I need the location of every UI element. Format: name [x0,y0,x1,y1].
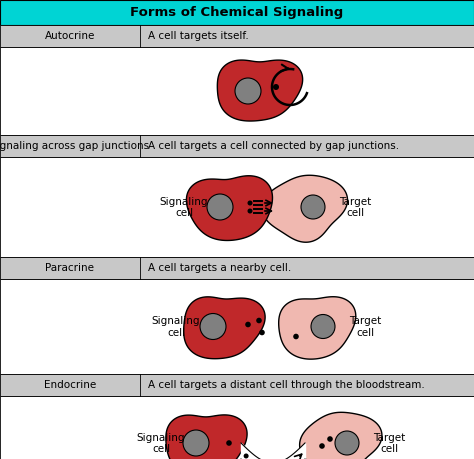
Text: Autocrine: Autocrine [45,31,95,41]
Polygon shape [300,412,382,459]
Text: Target: Target [373,433,405,443]
Circle shape [311,314,335,338]
Circle shape [207,194,233,220]
Circle shape [319,443,325,449]
Circle shape [226,440,232,446]
Circle shape [200,313,226,340]
Text: cell: cell [380,444,398,454]
Circle shape [301,195,325,219]
Bar [0,257,474,279]
Circle shape [335,431,359,455]
Bar [0,0,474,25]
Bar [0,135,474,157]
Text: Target: Target [339,197,371,207]
Circle shape [256,318,262,323]
Text: Target: Target [349,317,381,326]
Bar [0,157,474,257]
Bar [0,279,474,374]
Text: Signaling: Signaling [137,433,185,443]
Circle shape [247,201,253,206]
Polygon shape [186,176,273,241]
Text: Signaling: Signaling [160,197,208,207]
Circle shape [247,208,253,213]
Bar [0,396,474,459]
Circle shape [273,84,279,90]
Circle shape [244,453,249,459]
Polygon shape [279,297,356,359]
Circle shape [293,334,299,339]
Text: cell: cell [167,328,185,337]
Text: A cell targets a cell connected by gap junctions.: A cell targets a cell connected by gap j… [148,141,399,151]
Text: cell: cell [356,328,374,337]
Text: Paracrine: Paracrine [46,263,94,273]
Polygon shape [262,175,347,242]
Bar [0,374,474,396]
Circle shape [327,436,333,442]
Text: cell: cell [175,208,193,218]
Text: cell: cell [346,208,364,218]
Bar [0,25,474,47]
Polygon shape [184,297,265,358]
Text: Signaling: Signaling [152,317,200,326]
Bar [0,47,474,135]
Text: Forms of Chemical Signaling: Forms of Chemical Signaling [130,6,344,19]
Circle shape [245,322,251,327]
Text: cell: cell [152,444,170,454]
Text: A cell targets a nearby cell.: A cell targets a nearby cell. [148,263,291,273]
Text: A cell targets itself.: A cell targets itself. [148,31,249,41]
Polygon shape [166,415,247,459]
Circle shape [183,430,209,456]
Polygon shape [218,60,302,121]
Text: A cell targets a distant cell through the bloodstream.: A cell targets a distant cell through th… [148,380,425,390]
Circle shape [235,78,261,104]
Text: Signaling across gap junctions: Signaling across gap junctions [0,141,150,151]
Circle shape [259,330,265,336]
Text: Endocrine: Endocrine [44,380,96,390]
